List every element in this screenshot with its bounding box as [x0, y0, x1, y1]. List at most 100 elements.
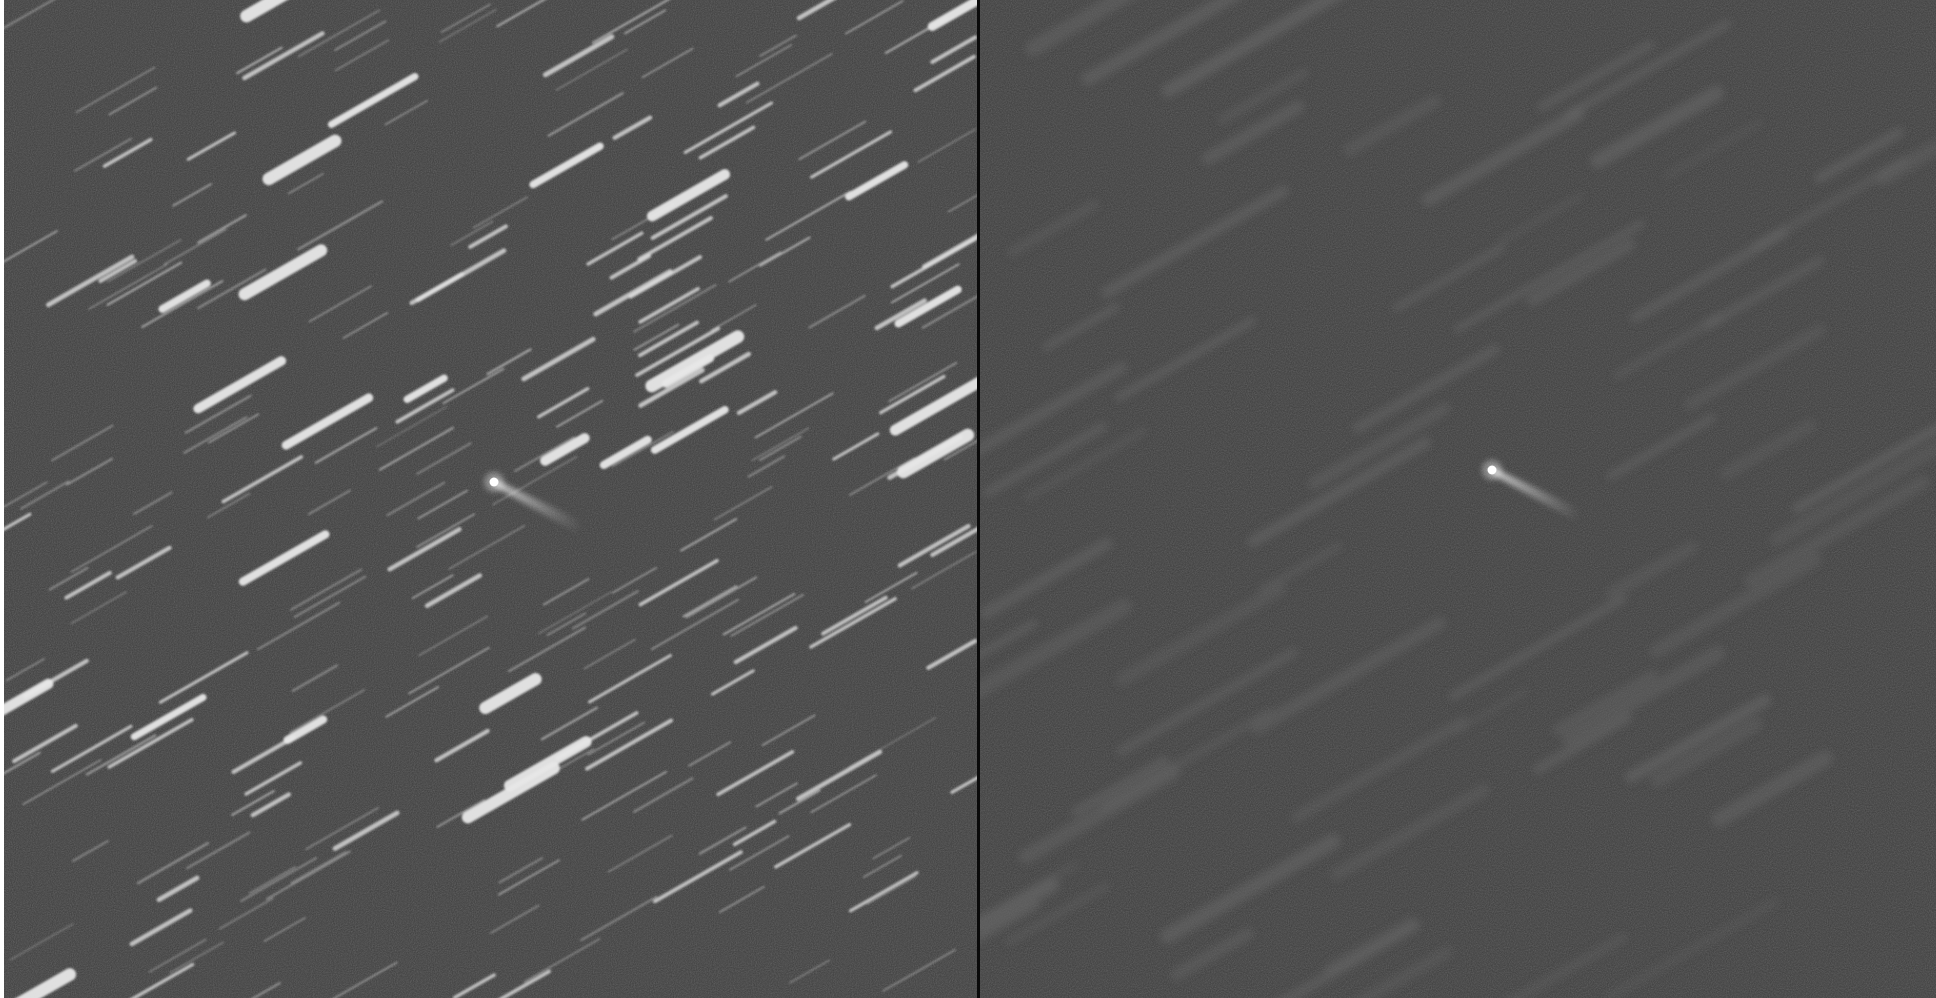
star-trail	[1561, 645, 1726, 746]
star-trail	[980, 598, 1133, 699]
right-comet-tracked-panel	[980, 0, 1936, 998]
star-trail	[688, 741, 732, 767]
star-trail	[378, 426, 455, 471]
star-trail	[386, 481, 446, 517]
star-trail	[236, 46, 283, 75]
star-trail	[809, 130, 893, 179]
star-trail	[50, 724, 133, 773]
star-trail	[529, 142, 604, 189]
star-trail	[810, 774, 877, 814]
star-trail	[1662, 118, 1764, 180]
star-trail	[1532, 713, 1632, 775]
star-trail	[637, 320, 699, 358]
star-trail	[759, 236, 811, 267]
star-trail	[1537, 40, 1655, 112]
star-trail	[490, 904, 540, 934]
star-trail	[1684, 323, 1827, 411]
star-trail	[1115, 647, 1299, 757]
star-trail	[1307, 402, 1451, 490]
star-trail	[930, 526, 978, 558]
star-trail	[521, 336, 596, 382]
star-trail	[497, 859, 560, 896]
star-trail	[240, 0, 288, 23]
star-trail	[611, 203, 675, 241]
star-trail	[1290, 716, 1468, 823]
star-trail	[64, 570, 112, 600]
right-star-field	[980, 0, 1936, 998]
star-trail	[1005, 882, 1111, 946]
star-trail	[1247, 437, 1432, 548]
star-trail	[732, 819, 777, 847]
comet-nucleus	[489, 477, 499, 487]
star-trail	[538, 591, 612, 635]
star-trail	[1100, 185, 1290, 298]
star-trail	[169, 941, 225, 974]
star-trail	[713, 486, 773, 521]
star-trail	[728, 251, 782, 283]
star-trail	[395, 388, 455, 424]
star-trail	[250, 792, 291, 818]
star-trail	[611, 567, 657, 594]
star-trail	[980, 537, 1113, 619]
star-trail	[281, 393, 374, 450]
star-trail	[208, 413, 260, 444]
star-trail	[894, 285, 962, 328]
star-trail	[418, 615, 489, 657]
star-trail	[1258, 542, 1343, 595]
star-trail	[1161, 0, 1340, 98]
star-trail	[556, 399, 604, 428]
star-trail	[197, 268, 267, 310]
star-trail	[438, 8, 497, 43]
star-trail	[307, 489, 351, 515]
star-trail	[759, 435, 802, 462]
star-trail	[291, 664, 339, 692]
star-trail	[46, 254, 135, 308]
star-trail	[761, 714, 816, 746]
star-trail	[913, 54, 976, 93]
star-trail	[263, 917, 306, 942]
star-trail	[183, 416, 248, 454]
star-trail	[417, 489, 469, 520]
star-trail	[148, 938, 207, 973]
star-trail	[48, 566, 89, 591]
star-trail	[950, 775, 978, 794]
star-trail	[498, 857, 544, 884]
star-trail	[442, 368, 505, 405]
star-trail	[917, 128, 977, 163]
star-trail	[635, 326, 721, 377]
star-trail	[1875, 138, 1936, 186]
star-trail	[980, 361, 1128, 456]
star-trail	[262, 134, 342, 186]
star-trail	[115, 545, 172, 580]
star-trail	[633, 777, 694, 813]
star-trail	[207, 492, 251, 519]
star-trail	[1791, 423, 1936, 513]
star-trail	[424, 573, 483, 609]
star-trail	[730, 593, 804, 637]
star-trail	[796, 0, 836, 21]
star-trail	[4, 751, 41, 775]
star-trail	[5, 658, 45, 682]
star-trail	[492, 455, 578, 506]
star-trail	[1508, 932, 1628, 998]
star-trail	[927, 0, 978, 31]
star-trail	[698, 826, 747, 855]
star-trail	[612, 115, 653, 140]
star-trail	[513, 436, 576, 473]
star-trail	[290, 850, 347, 884]
star-trail	[238, 530, 330, 586]
star-trail	[385, 686, 440, 718]
star-trail	[20, 480, 70, 510]
star-trail	[638, 367, 705, 408]
star-trail	[1352, 344, 1501, 434]
star-trail	[1342, 94, 1442, 157]
star-trail	[172, 183, 213, 207]
star-trail	[1649, 553, 1822, 658]
star-trail	[980, 877, 1060, 934]
star-trail	[612, 431, 674, 467]
star-trail	[862, 854, 902, 878]
star-trail	[409, 271, 465, 306]
star-trail	[1354, 946, 1453, 998]
star-trail	[448, 525, 526, 570]
star-trail	[1612, 313, 1723, 380]
